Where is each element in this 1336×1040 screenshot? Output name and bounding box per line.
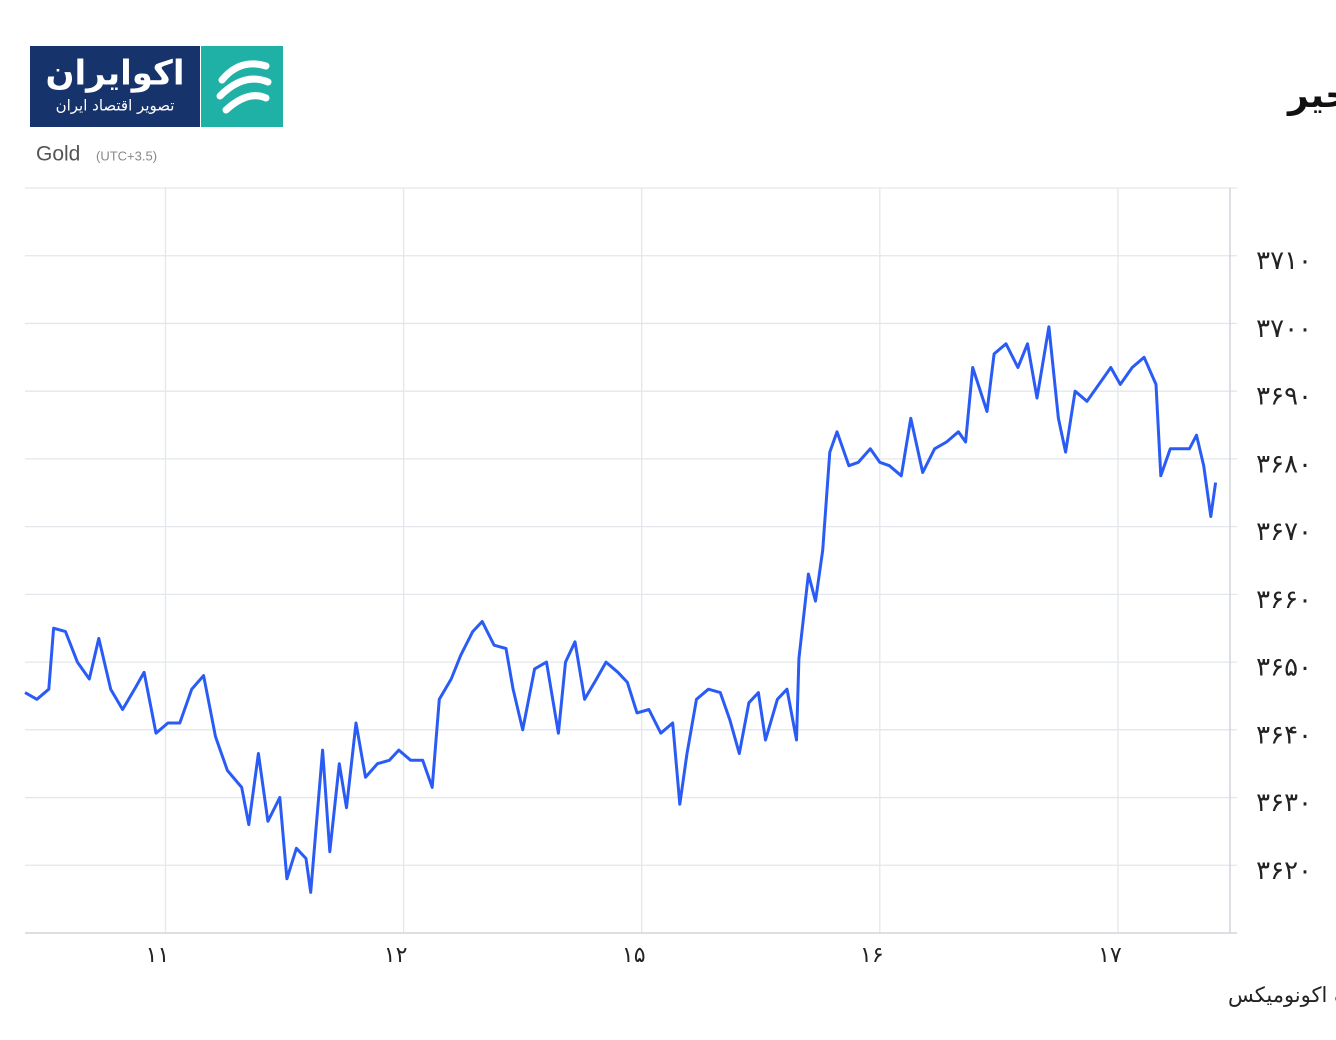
subtitle: Gold <box>36 143 80 166</box>
logo-icon-box <box>201 46 283 127</box>
x-tick-label: ۱۵ <box>622 943 646 968</box>
logo-icon <box>216 60 272 114</box>
chart-title: روند طلای جهانی در یک هفته اخیر <box>1286 75 1336 116</box>
y-tick-label: ۳۶۵۰ <box>1256 653 1312 683</box>
y-tick-label: ۳۶۹۰ <box>1256 382 1312 412</box>
price-line <box>24 325 1218 894</box>
x-tick-label: ۱۱ <box>146 943 170 968</box>
y-tick-label: ۳۶۷۰ <box>1256 517 1312 547</box>
logo: اکوایران تصویر اقتصاد ایران <box>30 46 283 127</box>
y-tick-label: ۳۶۶۰ <box>1256 585 1312 615</box>
y-tick-label: ۳۶۸۰ <box>1256 449 1312 479</box>
y-tick-label: ۳۶۳۰ <box>1256 788 1312 818</box>
logo-box <box>30 46 200 127</box>
y-tick-label: ۳۶۴۰ <box>1256 720 1312 750</box>
y-tick-label: ۳۶۲۰ <box>1256 856 1312 886</box>
logo-tagline: تصویر اقتصاد ایران <box>56 97 175 115</box>
timezone: (UTC+3.5) <box>96 148 157 163</box>
x-tick-label: ۱۷ <box>1098 943 1122 968</box>
x-tick-label: ۱۲ <box>384 943 408 968</box>
source: منبع: تریدینگ اکونومیکس <box>1228 983 1336 1007</box>
y-tick-label: ۳۷۱۰ <box>1256 246 1312 276</box>
y-tick-label: ۳۷۰۰ <box>1256 314 1312 344</box>
x-tick-label: ۱۶ <box>860 943 884 968</box>
logo-name: اکوایران <box>46 54 185 94</box>
